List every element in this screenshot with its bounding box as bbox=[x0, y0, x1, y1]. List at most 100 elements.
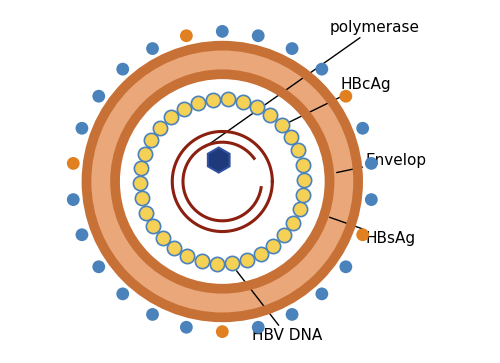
Point bbox=[242, 257, 250, 263]
Point bbox=[298, 162, 306, 167]
Point bbox=[254, 325, 262, 330]
Point bbox=[150, 224, 158, 229]
Point bbox=[224, 97, 232, 102]
Point bbox=[280, 233, 288, 238]
Point bbox=[182, 325, 190, 330]
Circle shape bbox=[86, 46, 358, 317]
Point bbox=[278, 122, 286, 128]
Point bbox=[288, 311, 296, 317]
Point bbox=[242, 257, 250, 263]
Point bbox=[209, 97, 217, 103]
Text: HBcAg: HBcAg bbox=[285, 77, 391, 124]
Point bbox=[138, 196, 146, 201]
Point bbox=[224, 97, 232, 102]
Point bbox=[156, 125, 164, 130]
Point bbox=[194, 100, 202, 106]
Point bbox=[294, 147, 302, 153]
Point bbox=[368, 160, 376, 166]
Point bbox=[358, 232, 366, 238]
Point bbox=[142, 210, 150, 216]
Point bbox=[253, 104, 261, 110]
Point bbox=[159, 235, 167, 241]
Point bbox=[118, 291, 126, 297]
Point bbox=[218, 329, 226, 335]
Point bbox=[70, 197, 78, 203]
Point bbox=[300, 177, 308, 183]
Point bbox=[118, 66, 126, 72]
Point bbox=[218, 28, 226, 34]
Point bbox=[209, 97, 217, 103]
Point bbox=[212, 261, 220, 266]
Point bbox=[70, 160, 78, 166]
Point bbox=[156, 125, 164, 130]
Point bbox=[194, 100, 202, 106]
Point bbox=[78, 232, 86, 238]
Circle shape bbox=[120, 79, 324, 284]
Point bbox=[180, 106, 188, 112]
Circle shape bbox=[115, 74, 330, 289]
Point bbox=[239, 99, 247, 105]
Point bbox=[170, 245, 178, 251]
Point bbox=[280, 233, 288, 238]
Point bbox=[342, 264, 350, 270]
Point bbox=[358, 125, 366, 131]
Point bbox=[296, 207, 304, 212]
Point bbox=[289, 220, 297, 226]
Point bbox=[256, 251, 264, 257]
Text: HBV DNA: HBV DNA bbox=[236, 271, 322, 343]
Point bbox=[198, 258, 205, 264]
Point bbox=[287, 134, 295, 139]
Polygon shape bbox=[208, 147, 230, 172]
Point bbox=[168, 114, 175, 120]
Point bbox=[318, 66, 326, 72]
Point bbox=[300, 192, 308, 197]
Point bbox=[150, 224, 158, 229]
Point bbox=[94, 93, 102, 99]
Point bbox=[170, 245, 178, 251]
Point bbox=[180, 106, 188, 112]
Point bbox=[198, 258, 205, 264]
Text: Envelop: Envelop bbox=[336, 152, 426, 172]
Point bbox=[300, 192, 308, 197]
Point bbox=[287, 134, 295, 139]
Point bbox=[239, 99, 247, 105]
Point bbox=[141, 151, 149, 156]
Text: polymerase: polymerase bbox=[204, 20, 420, 147]
Point bbox=[136, 180, 144, 186]
Point bbox=[254, 33, 262, 38]
Point bbox=[137, 166, 145, 171]
Point bbox=[266, 112, 274, 118]
Point bbox=[182, 33, 190, 38]
Point bbox=[288, 46, 296, 52]
Point bbox=[168, 114, 175, 120]
Point bbox=[342, 93, 350, 99]
Point bbox=[270, 243, 278, 249]
Point bbox=[148, 311, 156, 317]
Point bbox=[138, 196, 146, 201]
Point bbox=[184, 253, 192, 259]
Point bbox=[266, 112, 274, 118]
Point bbox=[78, 125, 86, 131]
Point bbox=[256, 251, 264, 257]
Point bbox=[159, 235, 167, 241]
Point bbox=[141, 151, 149, 156]
Point bbox=[318, 291, 326, 297]
Point bbox=[296, 207, 304, 212]
Point bbox=[184, 253, 192, 259]
Point bbox=[294, 147, 302, 153]
Point bbox=[136, 180, 144, 186]
Point bbox=[148, 46, 156, 52]
Point bbox=[368, 197, 376, 203]
Text: HBsAg: HBsAg bbox=[330, 217, 416, 246]
Point bbox=[137, 166, 145, 171]
Point bbox=[228, 260, 236, 266]
Point bbox=[300, 177, 308, 183]
Point bbox=[289, 220, 297, 226]
Point bbox=[270, 243, 278, 249]
Point bbox=[148, 137, 156, 143]
Point bbox=[94, 264, 102, 270]
Point bbox=[228, 260, 236, 266]
Point bbox=[253, 104, 261, 110]
Point bbox=[212, 261, 220, 266]
Point bbox=[278, 122, 286, 128]
